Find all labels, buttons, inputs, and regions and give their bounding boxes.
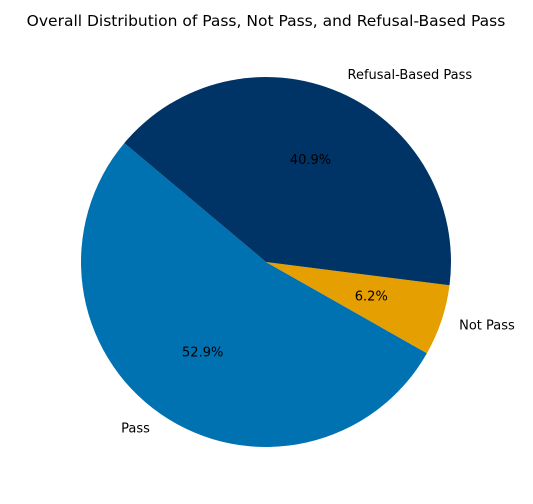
category-label-not-pass: Not Pass bbox=[459, 319, 515, 334]
category-label-refusal-based-pass: Refusal-Based Pass bbox=[348, 68, 473, 83]
category-label-pass: Pass bbox=[121, 422, 150, 437]
pie-labels: Pass 52.9% Not Pass 6.2% Refusal-Based Pass 4… bbox=[121, 68, 515, 437]
percent-label-pass: 52.9% bbox=[182, 346, 223, 361]
chart-title: Overall Distribution of Pass, Not Pass, … bbox=[27, 12, 506, 30]
percent-label-refusal-based-pass: 40.9% bbox=[290, 153, 331, 168]
pie-slices bbox=[81, 77, 451, 447]
pie-slice-pass bbox=[81, 143, 427, 447]
pie-slice-not-pass bbox=[266, 262, 450, 354]
percent-label-not-pass: 6.2% bbox=[355, 290, 388, 305]
pie-slice-refusal-based-pass bbox=[124, 77, 451, 286]
